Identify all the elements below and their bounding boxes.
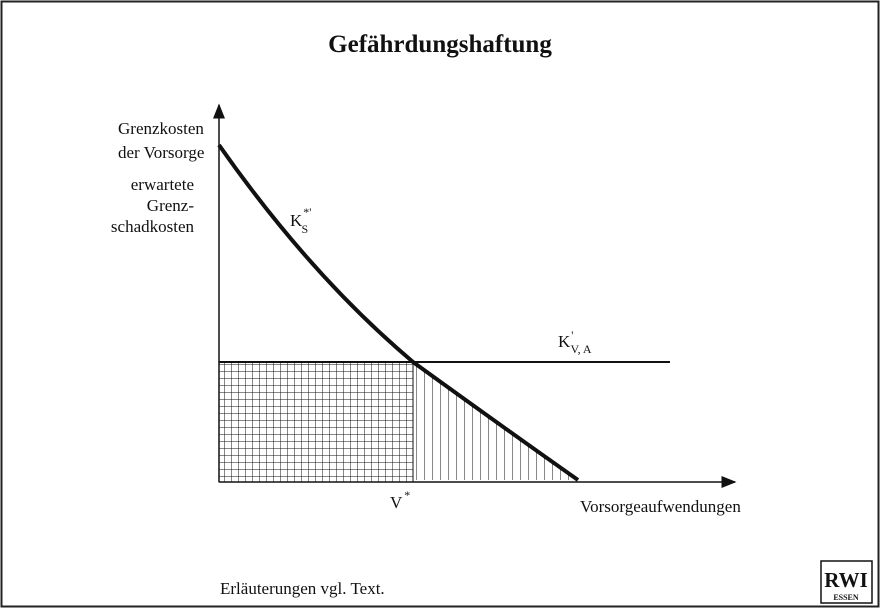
label-sup: *' — [303, 205, 311, 219]
hatch-area — [413, 362, 578, 480]
label-base: V — [390, 493, 403, 512]
logo-box — [820, 560, 873, 604]
y-label: erwartete — [131, 175, 194, 194]
footnote: Erläuterungen vgl. Text. — [220, 579, 385, 598]
label-sub: S — [301, 222, 308, 236]
label-base: K — [290, 211, 303, 230]
curve-label: K*' S — [290, 205, 311, 236]
y-label: schadkosten — [111, 217, 195, 236]
label-base: K — [558, 332, 571, 351]
damage-curve — [217, 143, 580, 482]
x-label: Vorsorgeaufwendungen — [580, 497, 741, 516]
y-label: Grenz- — [147, 196, 195, 215]
y-label: Grenzkosten — [118, 119, 204, 138]
y-label: der Vorsorge — [118, 143, 204, 162]
label-sub: V, A — [570, 342, 591, 356]
crosshatch-area — [218, 361, 414, 483]
logo-text: RWI — [824, 568, 868, 592]
x-marker: V * — [390, 488, 410, 512]
label-sup: ' — [571, 328, 573, 342]
label-sup: * — [404, 488, 410, 502]
title: Gefährdungshaftung — [328, 31, 552, 58]
logo-subtext: ESSEN — [833, 593, 859, 602]
line-label: K' V, A — [558, 328, 592, 356]
